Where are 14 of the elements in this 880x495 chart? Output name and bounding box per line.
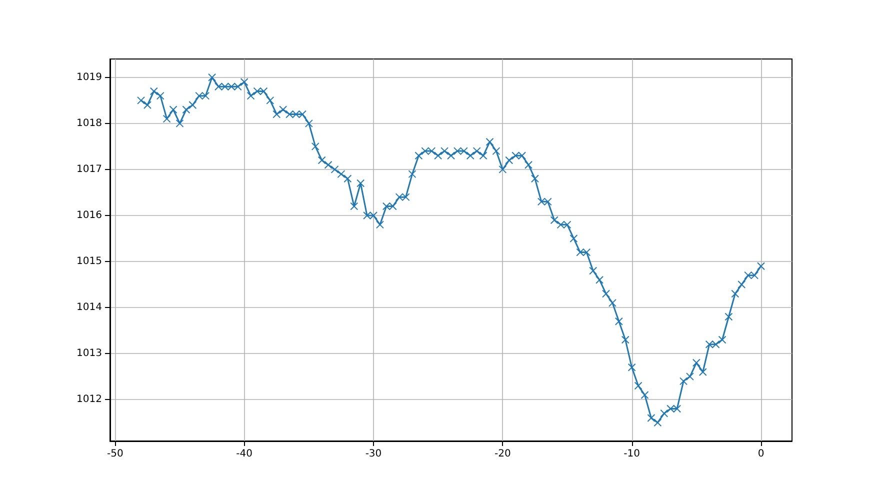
x-tick-label: 0 — [758, 448, 764, 460]
x-tick-label: -50 — [106, 448, 124, 460]
y-tick-label: 1013 — [76, 348, 102, 360]
y-tick-label: 1015 — [76, 256, 102, 268]
x-tick-label: -40 — [236, 448, 253, 460]
y-tick-label: 1017 — [76, 164, 102, 175]
y-tick-label: 1018 — [76, 118, 102, 129]
x-tick-label: -10 — [624, 448, 640, 460]
x-tick-label: -30 — [365, 448, 382, 460]
x-tick-label: -20 — [494, 448, 511, 460]
y-tick-label: 1014 — [76, 302, 102, 314]
y-tick-label: 1016 — [76, 210, 102, 221]
y-tick-label: 1012 — [76, 394, 102, 406]
y-tick-label: 1019 — [76, 72, 102, 83]
